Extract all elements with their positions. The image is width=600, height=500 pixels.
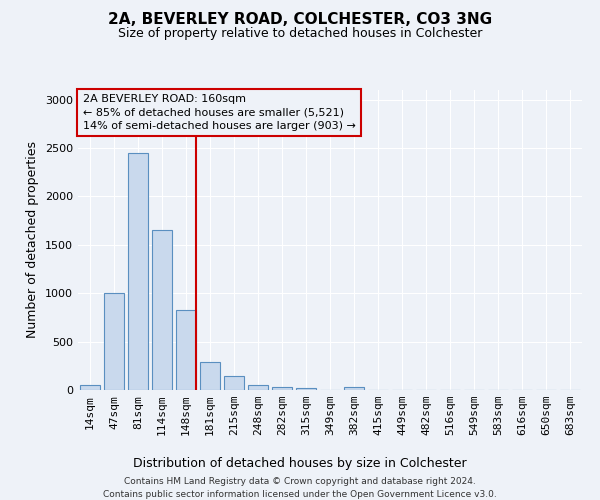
Bar bbox=[80, 385, 100, 390]
Bar bbox=[176, 310, 196, 390]
Bar bbox=[296, 388, 316, 390]
Bar bbox=[344, 387, 364, 390]
Bar bbox=[104, 293, 124, 390]
Text: Distribution of detached houses by size in Colchester: Distribution of detached houses by size … bbox=[133, 458, 467, 470]
Text: 2A, BEVERLEY ROAD, COLCHESTER, CO3 3NG: 2A, BEVERLEY ROAD, COLCHESTER, CO3 3NG bbox=[108, 12, 492, 28]
Text: Size of property relative to detached houses in Colchester: Size of property relative to detached ho… bbox=[118, 28, 482, 40]
Bar bbox=[272, 386, 292, 390]
Bar bbox=[248, 385, 268, 390]
Bar bbox=[200, 362, 220, 390]
Text: Contains HM Land Registry data © Crown copyright and database right 2024.: Contains HM Land Registry data © Crown c… bbox=[124, 478, 476, 486]
Bar bbox=[152, 230, 172, 390]
Bar bbox=[224, 376, 244, 390]
Text: Contains public sector information licensed under the Open Government Licence v3: Contains public sector information licen… bbox=[103, 490, 497, 499]
Text: 2A BEVERLEY ROAD: 160sqm
← 85% of detached houses are smaller (5,521)
14% of sem: 2A BEVERLEY ROAD: 160sqm ← 85% of detach… bbox=[83, 94, 356, 131]
Y-axis label: Number of detached properties: Number of detached properties bbox=[26, 142, 40, 338]
Bar bbox=[128, 153, 148, 390]
